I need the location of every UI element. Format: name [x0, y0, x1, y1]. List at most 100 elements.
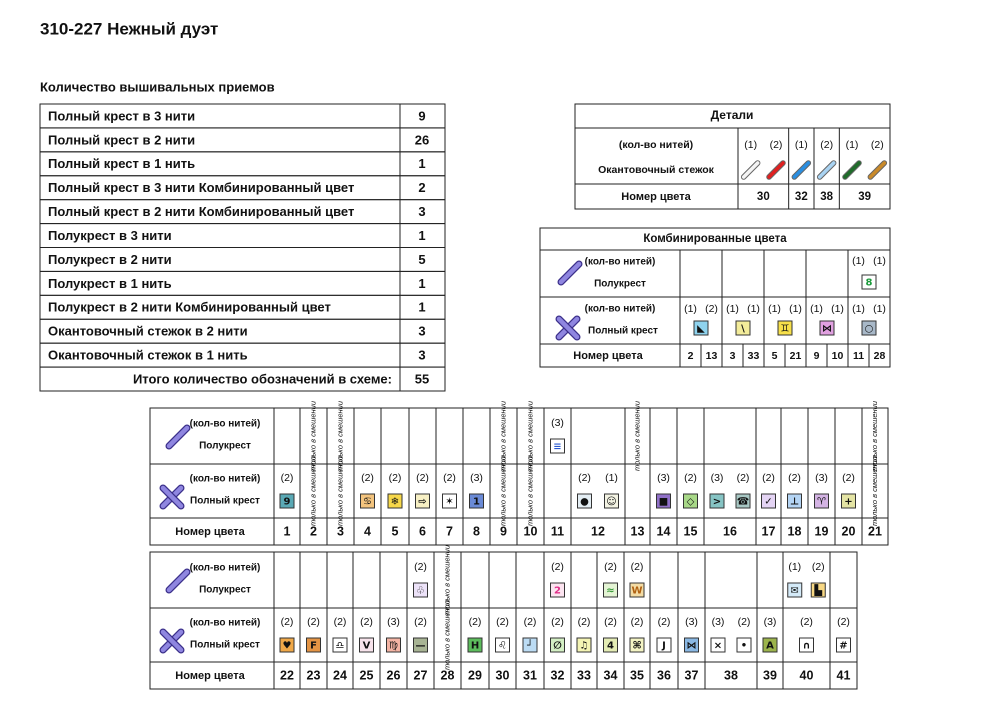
symbol: >: [713, 497, 721, 508]
strand-line: [767, 161, 785, 179]
thread-count: (2): [631, 561, 644, 573]
thread-count: (2): [604, 561, 617, 573]
symbol-box: [386, 637, 401, 653]
thread-count: (2): [738, 616, 751, 628]
row-label: Полный крест в 1 нить: [48, 156, 195, 171]
thread-count: (2): [416, 472, 429, 484]
color-number: 40: [800, 668, 814, 682]
table-cell: [399, 366, 446, 392]
row-label: Полный крест: [190, 496, 260, 507]
color-number: 13: [631, 524, 645, 538]
thread-count: (1): [852, 255, 865, 267]
symbol-box: [710, 637, 726, 653]
color-number: 25: [360, 668, 374, 682]
symbol: ×: [714, 641, 722, 652]
symbol: ⇨: [418, 497, 426, 508]
strand-line: [741, 161, 760, 179]
symbol: ♍: [389, 641, 398, 652]
row-count: 3: [418, 348, 425, 363]
symbol-box: [799, 637, 814, 653]
color-number: 39: [763, 668, 777, 682]
row-count: 9: [418, 108, 425, 123]
symbol: ⊥: [790, 497, 799, 508]
table-title: Комбинированные цвета: [643, 233, 787, 245]
symbol-box: [360, 493, 375, 509]
thread-count: (2): [281, 472, 294, 484]
thread-count: (2): [334, 616, 347, 628]
symbol: ◇: [687, 497, 695, 508]
symbol: ∅: [553, 641, 562, 652]
row-label: Окантовочный стежок: [598, 164, 715, 176]
symbol: ●: [580, 497, 589, 508]
row-label: Номер цвета: [175, 670, 245, 682]
symbol: ■: [659, 497, 668, 508]
note: только в смешении: [498, 400, 507, 471]
color-number: 3: [337, 524, 344, 538]
color-number: 14: [657, 524, 671, 538]
symbol-box: [736, 637, 752, 653]
thread-count: (2): [414, 561, 427, 573]
table-cell: [149, 407, 889, 546]
symbol: ◣: [697, 324, 705, 335]
symbol-box: [735, 320, 751, 336]
symbol-box: [279, 637, 295, 653]
note: только в смешении: [308, 455, 317, 526]
color-number: 18: [788, 524, 802, 538]
thread-count: (1): [789, 303, 802, 315]
thread-count: (2): [812, 561, 825, 573]
symbol: #: [839, 641, 847, 652]
row-label: (кол-во нитей): [585, 304, 656, 315]
thread-count: (2): [414, 616, 427, 628]
symbol: 2: [554, 586, 561, 597]
thread-count: (2): [837, 616, 850, 628]
color-number: 2: [310, 524, 317, 538]
thread-count: (2): [762, 472, 775, 484]
color-number: 17: [762, 524, 776, 538]
symbol: 9: [284, 497, 291, 508]
symbol: ≈: [606, 586, 614, 597]
row-label: (кол-во нитей): [190, 563, 261, 574]
color-number: 38: [820, 191, 833, 203]
row-count: 2: [418, 180, 425, 195]
thread-count: (1): [768, 303, 781, 315]
symbol: ⌘: [632, 641, 641, 652]
color-number: 23: [307, 668, 321, 682]
note: только в смешении: [870, 455, 879, 526]
symbol: ∩: [802, 641, 810, 652]
symbol: —: [416, 641, 426, 652]
symbol-box: [387, 493, 403, 509]
symbol-box: [576, 637, 592, 653]
color-number: 34: [604, 668, 618, 682]
symbol-box: [415, 493, 430, 509]
thread-count: (2): [770, 139, 783, 151]
symbol-box: [861, 320, 877, 336]
stitch-icon: [558, 261, 582, 285]
row-label: Полукрест в 1 нить: [48, 276, 172, 291]
symbol: ⋈: [822, 324, 832, 335]
color-number: 37: [685, 668, 699, 682]
symbol: ♥: [283, 641, 292, 652]
thread-count: (1): [852, 303, 865, 315]
note: только в смешении: [870, 400, 879, 471]
table-cell: [574, 103, 891, 210]
symbol: ✶: [445, 497, 453, 508]
symbol-box: [819, 320, 835, 336]
row-label: Номер цвета: [621, 191, 691, 203]
thread-count: (2): [551, 616, 564, 628]
symbol-box: [603, 582, 618, 598]
thread-count: (2): [524, 616, 537, 628]
symbol-box: [577, 493, 592, 509]
symbol-box: [359, 637, 374, 653]
note: только в смешении: [525, 455, 534, 526]
strand-line: [843, 161, 861, 179]
symbol-box: [467, 637, 483, 653]
thread-count: (2): [658, 616, 671, 628]
row-label: (кол-во нитей): [190, 618, 261, 629]
color-number: 38: [724, 668, 738, 682]
color-number: 19: [815, 524, 829, 538]
stitch-icon: [160, 629, 184, 653]
symbol-box: [787, 493, 802, 509]
color-number: 35: [630, 668, 644, 682]
row-label: Полукрест: [199, 585, 251, 596]
symbol: ♌: [498, 641, 507, 652]
